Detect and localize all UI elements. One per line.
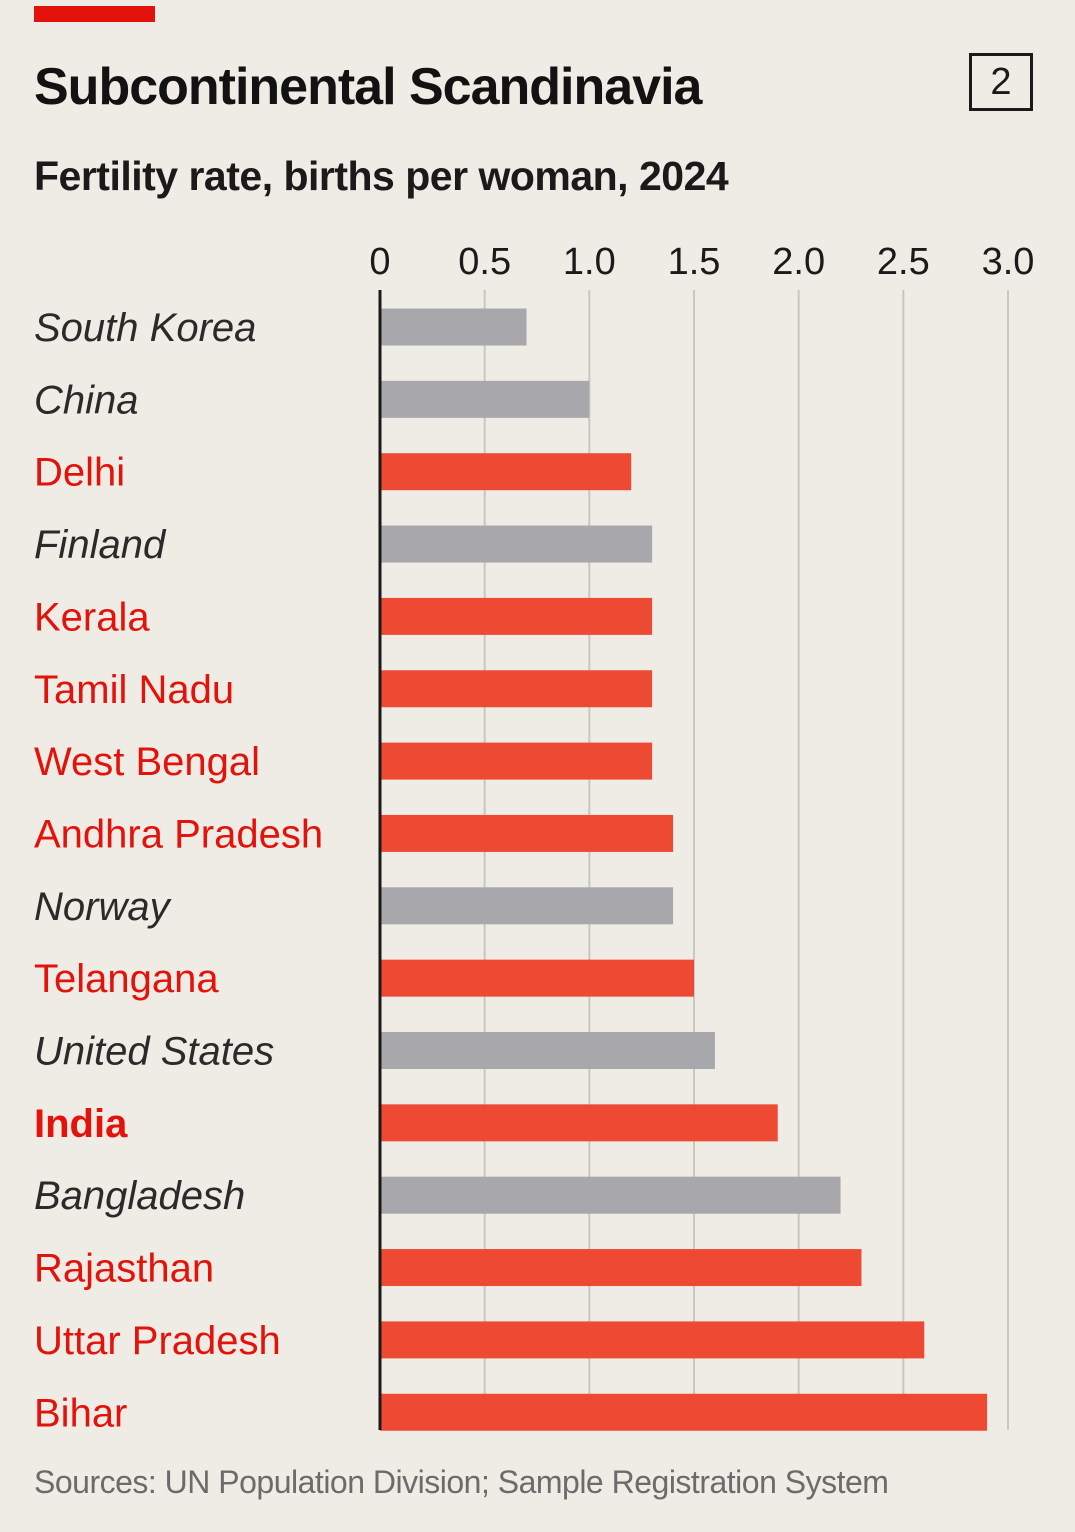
bar bbox=[380, 670, 653, 708]
category-label: India bbox=[34, 1102, 128, 1146]
chart-number-badge: 2 bbox=[969, 53, 1033, 111]
bar bbox=[380, 525, 653, 563]
bar bbox=[380, 1176, 841, 1214]
chart-subtitle: Fertility rate, births per woman, 2024 bbox=[34, 153, 729, 199]
category-label: Tamil Nadu bbox=[34, 668, 234, 712]
category-label: Norway bbox=[34, 885, 173, 929]
bar bbox=[380, 453, 632, 491]
x-tick-label: 2.0 bbox=[772, 241, 825, 283]
chart-title: Subcontinental Scandinavia bbox=[34, 58, 702, 116]
bar bbox=[380, 742, 653, 780]
bar bbox=[380, 887, 674, 925]
x-tick-label: 0 bbox=[369, 241, 390, 283]
bar bbox=[380, 1393, 988, 1431]
category-label: Bangladesh bbox=[34, 1174, 245, 1218]
economist-red-tag bbox=[34, 6, 155, 22]
bar bbox=[380, 959, 694, 997]
x-tick-label: 0.5 bbox=[458, 241, 511, 283]
category-label: United States bbox=[34, 1030, 274, 1074]
category-label: Telangana bbox=[34, 957, 219, 1001]
bar bbox=[380, 1104, 778, 1142]
category-label: West Bengal bbox=[34, 740, 260, 784]
category-label: Finland bbox=[34, 523, 167, 567]
x-tick-label: 1.0 bbox=[563, 241, 616, 283]
x-tick-label: 3.0 bbox=[982, 241, 1035, 283]
bar bbox=[380, 814, 674, 852]
bar-chart: 0 0.5 1.0 1.5 2.0 2.5 3.0 South Korea China Delhi… bbox=[34, 241, 1035, 1435]
category-label: South Korea bbox=[34, 306, 256, 350]
source-note: Sources: UN Population Division; Sample … bbox=[34, 1464, 889, 1500]
bar bbox=[380, 1249, 862, 1287]
category-label: Uttar Pradesh bbox=[34, 1319, 281, 1363]
x-tick-label: 1.5 bbox=[668, 241, 721, 283]
category-label: Rajasthan bbox=[34, 1247, 214, 1291]
bar bbox=[380, 380, 590, 418]
bar bbox=[380, 1032, 715, 1069]
x-tick-label: 2.5 bbox=[877, 241, 930, 283]
category-label: China bbox=[34, 378, 139, 422]
bar bbox=[380, 308, 527, 346]
category-label: Delhi bbox=[34, 451, 125, 495]
bar bbox=[380, 597, 653, 635]
bar bbox=[380, 1321, 925, 1359]
category-label: Andhra Pradesh bbox=[34, 812, 323, 856]
category-label: Kerala bbox=[34, 595, 150, 639]
category-label: Bihar bbox=[34, 1391, 127, 1435]
